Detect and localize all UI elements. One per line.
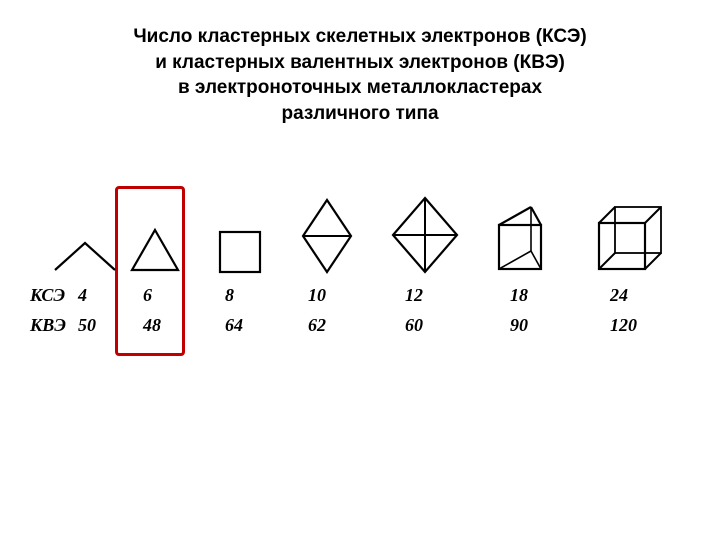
kve-val-2: 64 (225, 315, 243, 336)
kve-val-4: 60 (405, 315, 423, 336)
shape-angle (50, 190, 120, 275)
kse-val-6: 24 (610, 285, 628, 306)
figure-area: КСЭ 4 6 8 10 12 18 24 КВЭ 50 48 64 62 60… (30, 190, 690, 343)
kse-val-1: 6 (143, 285, 152, 306)
page-title: Число кластерных скелетных электронов (К… (0, 0, 720, 127)
kse-val-4: 12 (405, 285, 423, 306)
kve-val-0: 50 (78, 315, 96, 336)
title-line-1: Число кластерных скелетных электронов (К… (133, 26, 586, 47)
kve-val-6: 120 (610, 315, 637, 336)
kse-val-5: 18 (510, 285, 528, 306)
kse-val-2: 8 (225, 285, 234, 306)
kve-row-label: КВЭ (30, 315, 66, 336)
shape-square (210, 190, 270, 275)
title-line-2: и кластерных валентных электронов (КВЭ) (155, 52, 565, 73)
kse-val-3: 10 (308, 285, 326, 306)
title-line-4: различного типа (281, 103, 438, 124)
shape-triangle (125, 190, 185, 275)
title-line-3: в электроноточных металлокластерах (178, 77, 542, 98)
kse-val-0: 4 (78, 285, 87, 306)
shape-cube (590, 190, 670, 275)
kse-row: КСЭ 4 6 8 10 12 18 24 (30, 285, 690, 313)
kve-row: КВЭ 50 48 64 62 60 90 120 (30, 315, 690, 343)
kve-val-3: 62 (308, 315, 326, 336)
kve-val-1: 48 (143, 315, 161, 336)
shapes-row (30, 190, 690, 275)
kve-val-5: 90 (510, 315, 528, 336)
shape-prism (488, 190, 566, 275)
kse-row-label: КСЭ (30, 285, 65, 306)
shape-bipyramid-square (385, 190, 465, 275)
shape-bipyramid-trigonal (292, 190, 362, 275)
